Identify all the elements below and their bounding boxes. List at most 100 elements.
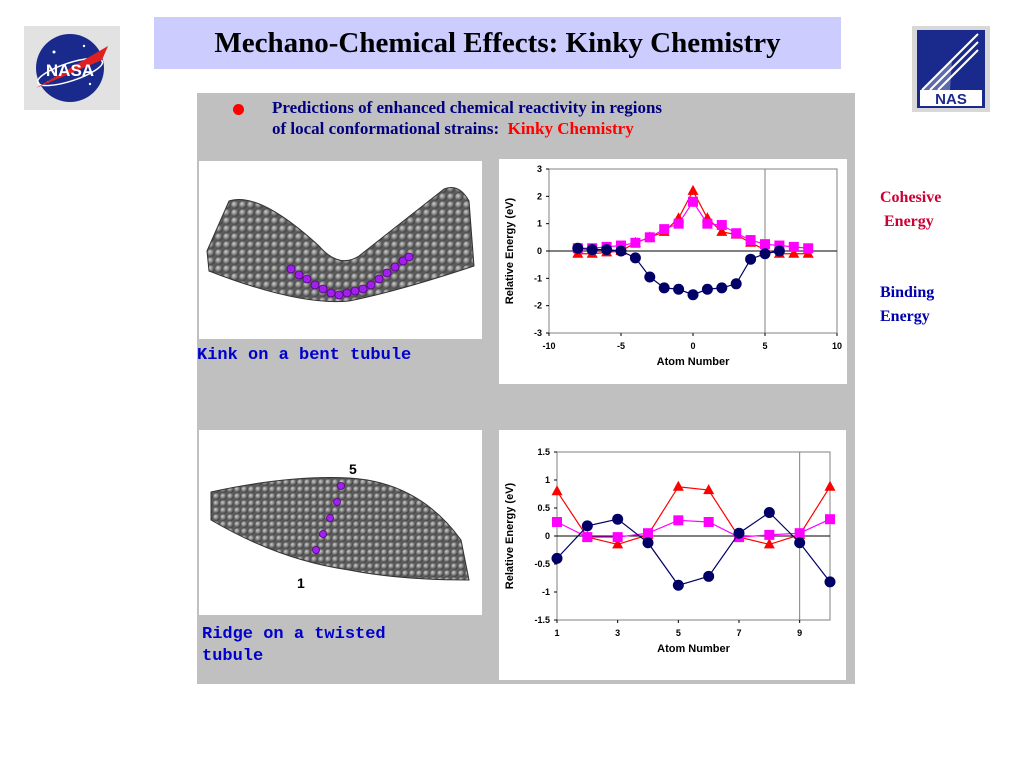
- point-red-triangle: [687, 184, 699, 195]
- point-navy-circle: [551, 552, 563, 564]
- point-magenta-square: [825, 514, 835, 525]
- x-tick-label: 1: [554, 628, 559, 638]
- point-navy-circle: [658, 282, 670, 294]
- x-tick-label: -10: [542, 341, 555, 351]
- y-tick-label: -1.5: [534, 615, 550, 625]
- point-navy-circle: [794, 537, 806, 549]
- y-tick-label: 1.5: [537, 447, 550, 457]
- series-magenta-line: [556, 518, 831, 538]
- x-tick-label: 5: [762, 341, 767, 351]
- caption-ridge: Ridge on a twisted tubule: [202, 624, 386, 668]
- series-red-line: [556, 486, 831, 546]
- svg-text:NASA: NASA: [46, 61, 94, 80]
- point-navy-circle: [572, 242, 584, 254]
- x-tick-label: 10: [832, 341, 842, 351]
- bullet-line-2: of local conformational strains: Kinky C…: [272, 118, 662, 139]
- y-tick-label: -3: [534, 328, 542, 338]
- point-magenta-square: [630, 237, 641, 248]
- slide-title: Mechano-Chemical Effects: Kinky Chemistr…: [154, 17, 841, 69]
- point-navy-circle: [642, 537, 654, 549]
- chart-ridge: 1.5 1 0.5 0 -0.5 -1 -1.5 1 3 5 7 9 Atom Number Relati…: [504, 447, 836, 655]
- point-navy-circle: [701, 283, 713, 295]
- cohesive-energy-label: Cohesive Energy: [880, 186, 941, 234]
- y-tick-label: -0.5: [534, 559, 550, 569]
- point-navy-circle: [644, 271, 656, 283]
- point-red-triangle: [703, 484, 715, 495]
- nas-logo: NAS: [912, 26, 990, 112]
- point-red-triangle: [763, 538, 775, 549]
- point-magenta-square: [644, 232, 655, 243]
- point-navy-circle: [703, 570, 715, 582]
- caption-kink: Kink on a bent tubule: [197, 346, 412, 365]
- point-navy-circle: [612, 513, 624, 525]
- point-navy-circle: [629, 252, 641, 264]
- point-magenta-square: [764, 529, 775, 540]
- point-magenta-square: [703, 517, 714, 527]
- point-red-triangle: [551, 485, 563, 496]
- point-magenta-square: [673, 218, 684, 229]
- caption-ridge-line2: tubule: [202, 647, 264, 666]
- y-tick-label: 0.5: [537, 503, 550, 513]
- ridge-label-5: 5: [349, 461, 357, 477]
- point-navy-circle: [824, 576, 836, 588]
- point-navy-circle: [581, 520, 593, 532]
- point-navy-circle: [759, 248, 771, 260]
- point-red-triangle: [824, 480, 836, 491]
- point-navy-circle: [586, 244, 598, 256]
- point-navy-circle: [673, 283, 685, 295]
- y-tick-label: -2: [534, 301, 542, 311]
- bullet-text: Predictions of enhanced chemical reactiv…: [272, 97, 662, 139]
- point-magenta-square: [788, 241, 799, 252]
- point-magenta-square: [745, 235, 756, 246]
- x-tick-label: -5: [617, 341, 625, 351]
- point-red-triangle: [672, 480, 684, 491]
- y-tick-label: 1: [537, 219, 542, 229]
- point-magenta-square: [702, 218, 713, 229]
- cohesive-line1: Cohesive: [880, 189, 942, 206]
- point-navy-circle: [716, 282, 728, 294]
- bullet-dot: [233, 104, 244, 115]
- cohesive-line2: Energy: [884, 213, 934, 230]
- x-tick-label: 9: [797, 628, 802, 638]
- y-tick-label: 1: [545, 475, 550, 485]
- twisted-tubule-image: 5 1: [199, 430, 482, 615]
- series-navy-line: [556, 511, 831, 586]
- y-tick-label: -1: [534, 273, 542, 283]
- point-magenta-square: [582, 532, 593, 543]
- point-magenta-square: [760, 239, 770, 250]
- point-magenta-square: [673, 515, 684, 526]
- point-navy-circle: [672, 579, 684, 591]
- caption-ridge-line1: Ridge on a twisted: [202, 625, 386, 644]
- ridge-label-1: 1: [297, 575, 305, 591]
- point-magenta-square: [643, 528, 653, 539]
- x-tick-label: 0: [690, 341, 695, 351]
- y-tick-label: 0: [545, 531, 550, 541]
- bullet-line-2-prefix: of local conformational strains:: [272, 119, 500, 138]
- point-magenta-square: [803, 243, 814, 254]
- binding-line2: Energy: [880, 308, 930, 325]
- ridge-atoms: [312, 482, 345, 554]
- point-red-triangle: [788, 247, 800, 258]
- binding-line1: Binding: [880, 284, 935, 301]
- binding-energy-label: Binding Energy: [880, 281, 934, 329]
- svg-text:NAS: NAS: [935, 91, 967, 108]
- y-tick-label: 2: [537, 191, 542, 201]
- point-magenta-square: [659, 224, 670, 235]
- point-navy-circle: [730, 278, 742, 290]
- y-tick-label: 3: [537, 164, 542, 174]
- chart-ridge-box: 1.5 1 0.5 0 -0.5 -1 -1.5 1 3 5 7 9 Atom Number Relati…: [499, 430, 846, 680]
- x-axis-label: Atom Number: [657, 356, 730, 368]
- point-navy-circle: [763, 506, 775, 518]
- x-tick-label: 5: [676, 628, 681, 638]
- bent-tubule-image: [199, 161, 482, 339]
- point-magenta-square: [731, 228, 742, 239]
- bullet-line-1: Predictions of enhanced chemical reactiv…: [272, 98, 663, 117]
- point-red-triangle: [716, 225, 728, 236]
- x-tick-label: 3: [615, 628, 620, 638]
- point-red-triangle: [612, 538, 624, 549]
- point-navy-circle: [773, 245, 785, 257]
- point-magenta-square: [612, 532, 623, 543]
- point-navy-circle: [745, 253, 757, 265]
- point-navy-circle: [687, 289, 699, 301]
